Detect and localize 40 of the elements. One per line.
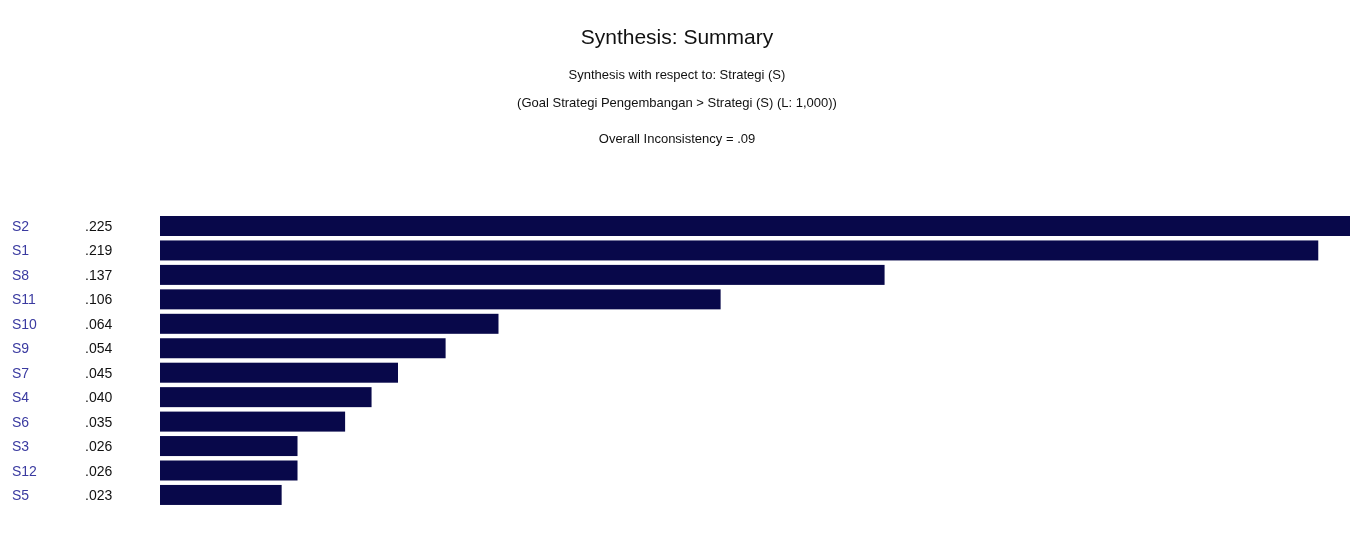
data-label: .225 <box>85 218 113 234</box>
data-label: .045 <box>85 364 113 381</box>
bar <box>160 264 885 285</box>
data-label: .040 <box>85 389 113 406</box>
bar <box>160 240 1319 261</box>
data-label: .026 <box>85 462 113 479</box>
y-tick-label: S2 <box>12 218 30 234</box>
y-tick-label: S10 <box>12 315 38 332</box>
y-tick-label: S1 <box>12 242 30 259</box>
bar <box>160 460 298 481</box>
data-label: .035 <box>85 413 113 430</box>
bar <box>160 387 372 408</box>
bar <box>160 484 282 505</box>
y-tick-label: S7 <box>12 364 30 381</box>
bar <box>160 289 721 310</box>
y-tick-label: S8 <box>12 266 30 283</box>
data-label: .219 <box>85 242 113 259</box>
data-label: .023 <box>85 486 113 503</box>
data-label: .106 <box>85 291 113 308</box>
y-tick-label: S4 <box>12 389 30 406</box>
y-tick-label: S3 <box>12 438 30 455</box>
bar <box>160 411 346 432</box>
y-tick-label: S11 <box>12 291 37 308</box>
y-tick-label: S9 <box>12 340 30 357</box>
bar <box>160 216 1350 236</box>
bar <box>160 313 499 334</box>
data-label: .064 <box>85 315 113 332</box>
data-label: .026 <box>85 438 113 455</box>
data-label: .137 <box>85 266 113 283</box>
y-tick-label: S12 <box>12 462 38 479</box>
data-label: .054 <box>85 340 113 357</box>
chart-subtitle: Synthesis with respect to: Strategi (S) <box>568 67 786 82</box>
bar <box>160 338 446 359</box>
bar <box>160 436 298 457</box>
text: (Goal Strategi Pengembangan > Strategi (S) (L: 1,000)) <box>517 95 837 110</box>
y-tick-label: S5 <box>12 486 30 503</box>
text: Overall Inconsistency = .09 <box>598 131 756 146</box>
y-tick-label: S6 <box>12 413 30 430</box>
bar <box>160 362 398 383</box>
chart-title: Synthesis: Summary <box>580 25 774 48</box>
